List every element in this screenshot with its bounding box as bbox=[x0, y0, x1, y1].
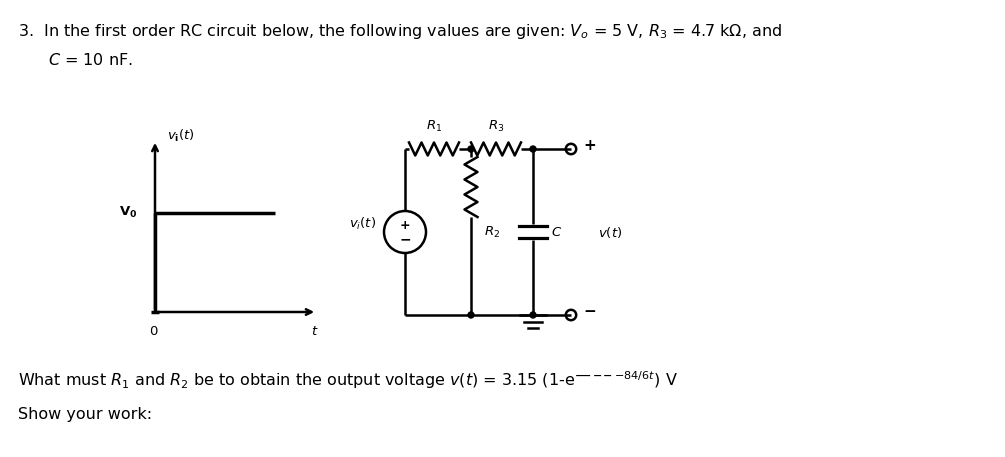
Text: −: − bbox=[399, 233, 411, 246]
Text: Show your work:: Show your work: bbox=[18, 407, 152, 422]
Text: $\mathit{v(t)}$: $\mathit{v(t)}$ bbox=[598, 224, 622, 239]
Text: +: + bbox=[400, 218, 410, 232]
Text: $\mathit{C}$ = 10 nF.: $\mathit{C}$ = 10 nF. bbox=[48, 52, 133, 68]
Text: What must $\mathit{R_1}$ and $\mathit{R_2}$ be to obtain the output voltage $\ma: What must $\mathit{R_1}$ and $\mathit{R_… bbox=[18, 369, 677, 391]
Text: 3.  In the first order RC circuit below, the following values are given: $\mathi: 3. In the first order RC circuit below, … bbox=[18, 22, 782, 41]
Text: $R_2$: $R_2$ bbox=[484, 224, 500, 239]
Circle shape bbox=[468, 146, 474, 152]
Text: +: + bbox=[583, 138, 596, 154]
Text: −: − bbox=[583, 304, 596, 319]
Circle shape bbox=[468, 312, 474, 318]
Circle shape bbox=[530, 146, 536, 152]
Text: $R_1$: $R_1$ bbox=[426, 119, 442, 134]
Text: $\mathit{v_i(t)}$: $\mathit{v_i(t)}$ bbox=[349, 216, 376, 232]
Text: $\mathbf{\mathit{v}_i}$$(t)$: $\mathbf{\mathit{v}_i}$$(t)$ bbox=[167, 128, 195, 144]
Text: $R_3$: $R_3$ bbox=[487, 119, 505, 134]
Text: $\mathbf{V_0}$: $\mathbf{V_0}$ bbox=[119, 205, 137, 220]
Circle shape bbox=[530, 312, 536, 318]
Text: $C$: $C$ bbox=[551, 225, 562, 239]
Text: 0: 0 bbox=[149, 325, 157, 338]
Text: $t$: $t$ bbox=[312, 325, 319, 338]
